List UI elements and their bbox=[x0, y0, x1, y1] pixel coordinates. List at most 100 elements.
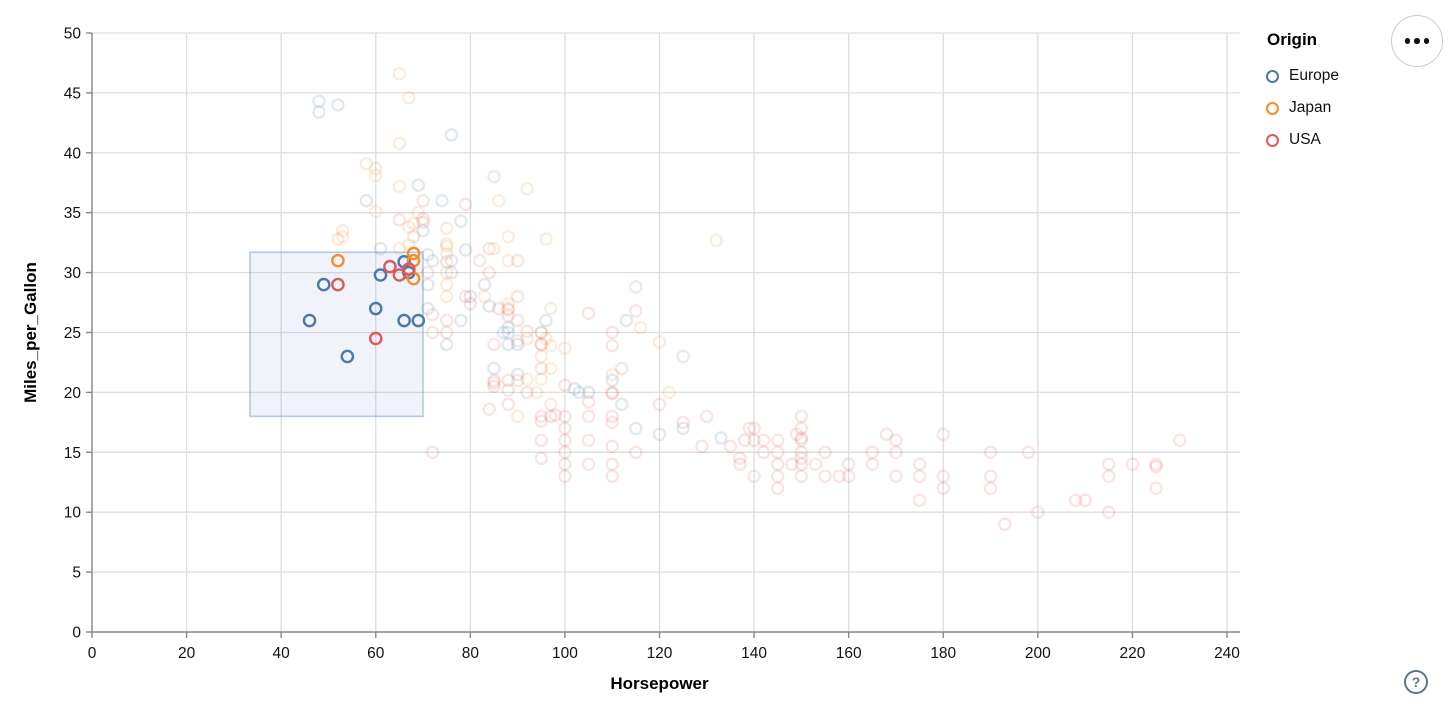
point-unselected-usa bbox=[770, 481, 785, 495]
point-selected-europe bbox=[302, 313, 317, 328]
legend-title: Origin bbox=[1267, 30, 1318, 49]
point-unselected-usa bbox=[558, 469, 572, 484]
x-tick-label: 220 bbox=[1119, 645, 1145, 662]
point-unselected-usa bbox=[747, 421, 761, 436]
point-selected-europe bbox=[368, 301, 383, 316]
point-unselected-usa bbox=[425, 325, 440, 340]
point-unselected-usa bbox=[501, 373, 515, 388]
point-unselected-usa bbox=[652, 397, 667, 412]
point-unselected-usa bbox=[482, 241, 496, 256]
point-unselected-japan bbox=[402, 90, 416, 105]
point-unselected-usa bbox=[605, 325, 619, 340]
point-unselected-usa bbox=[1102, 457, 1116, 472]
point-unselected-usa bbox=[534, 361, 549, 376]
point-unselected-usa bbox=[558, 378, 572, 392]
point-unselected-europe bbox=[477, 277, 492, 292]
point-unselected-usa bbox=[510, 334, 525, 348]
y-tick-label: 30 bbox=[64, 265, 82, 282]
point-unselected-europe bbox=[539, 313, 553, 328]
legend-label-europe: Europe bbox=[1289, 67, 1339, 84]
options-menu-button[interactable] bbox=[1391, 15, 1443, 67]
point-unselected-usa bbox=[425, 307, 440, 322]
point-unselected-japan bbox=[359, 156, 374, 171]
point-unselected-europe bbox=[411, 178, 426, 192]
x-tick-label: 120 bbox=[647, 645, 673, 662]
point-unselected-europe bbox=[676, 421, 690, 436]
point-unselected-usa bbox=[912, 493, 927, 507]
point-unselected-usa bbox=[510, 313, 525, 328]
x-tick-label: 200 bbox=[1025, 645, 1051, 662]
y-tick-label: 15 bbox=[64, 445, 81, 462]
x-axis-title: Horsepower bbox=[610, 674, 709, 693]
brush-selection[interactable] bbox=[249, 251, 424, 418]
point-unselected-usa bbox=[605, 469, 619, 484]
point-unselected-europe bbox=[605, 373, 619, 388]
point-unselected-usa bbox=[770, 433, 785, 448]
point-unselected-usa bbox=[629, 280, 643, 294]
y-tick-label: 25 bbox=[64, 325, 81, 342]
point-unselected-usa bbox=[534, 451, 549, 466]
x-tick-label: 80 bbox=[462, 645, 480, 662]
point-unselected-japan bbox=[558, 341, 572, 355]
point-unselected-usa bbox=[581, 457, 596, 472]
point-unselected-usa bbox=[605, 409, 619, 424]
point-unselected-europe bbox=[534, 325, 549, 340]
point-unselected-japan bbox=[501, 301, 515, 316]
point-unselected-usa bbox=[543, 409, 558, 424]
y-tick-label: 5 bbox=[72, 565, 81, 582]
point-unselected-europe bbox=[482, 299, 496, 313]
x-tick-label: 20 bbox=[178, 645, 196, 662]
point-unselected-usa bbox=[1078, 493, 1092, 507]
x-tick-label: 0 bbox=[88, 645, 97, 662]
point-unselected-europe bbox=[581, 385, 596, 400]
point-unselected-usa bbox=[1102, 469, 1116, 484]
point-unselected-usa bbox=[614, 361, 629, 376]
point-unselected-usa bbox=[889, 433, 903, 448]
point-unselected-usa bbox=[889, 469, 903, 484]
x-tick-label: 160 bbox=[836, 645, 862, 662]
point-unselected-japan bbox=[501, 229, 515, 244]
point-unselected-usa bbox=[605, 415, 619, 430]
point-unselected-europe bbox=[572, 385, 586, 400]
point-unselected-usa bbox=[1149, 459, 1163, 474]
point-unselected-usa bbox=[487, 170, 501, 184]
point-unselected-japan bbox=[534, 372, 549, 386]
point-unselected-europe bbox=[359, 193, 374, 208]
point-unselected-usa bbox=[534, 409, 549, 424]
point-unselected-usa bbox=[581, 306, 596, 321]
point-unselected-usa bbox=[1172, 433, 1187, 448]
point-unselected-usa bbox=[510, 253, 525, 268]
point-unselected-usa bbox=[558, 457, 572, 472]
point-unselected-japan bbox=[402, 220, 416, 234]
point-unselected-usa bbox=[558, 433, 572, 448]
point-unselected-japan bbox=[501, 296, 515, 311]
point-unselected-usa bbox=[425, 445, 440, 460]
point-unselected-usa bbox=[733, 451, 747, 466]
point-unselected-usa bbox=[983, 469, 998, 484]
point-unselected-europe bbox=[501, 320, 515, 335]
point-unselected-japan bbox=[439, 239, 454, 253]
point-unselected-japan bbox=[392, 241, 407, 256]
point-unselected-usa bbox=[482, 402, 496, 416]
point-unselected-usa bbox=[841, 457, 856, 472]
point-unselected-usa bbox=[501, 383, 515, 397]
point-unselected-japan bbox=[335, 223, 350, 238]
point-unselected-japan bbox=[331, 232, 345, 246]
point-unselected-usa bbox=[558, 421, 572, 436]
legend-label-usa: USA bbox=[1289, 131, 1321, 148]
point-unselected-usa bbox=[700, 409, 714, 424]
point-unselected-europe bbox=[444, 265, 459, 280]
point-unselected-europe bbox=[454, 214, 468, 228]
point-unselected-japan bbox=[633, 320, 648, 335]
point-unselected-usa bbox=[794, 421, 809, 436]
point-unselected-japan bbox=[487, 241, 501, 256]
point-unselected-usa bbox=[520, 324, 534, 339]
point-unselected-europe bbox=[714, 431, 728, 445]
help-button[interactable]: ? bbox=[1404, 670, 1428, 694]
point-unselected-japan bbox=[510, 409, 525, 424]
point-unselected-usa bbox=[605, 338, 619, 353]
point-unselected-japan bbox=[534, 325, 549, 340]
point-unselected-usa bbox=[695, 439, 709, 454]
point-unselected-usa bbox=[1102, 505, 1116, 519]
